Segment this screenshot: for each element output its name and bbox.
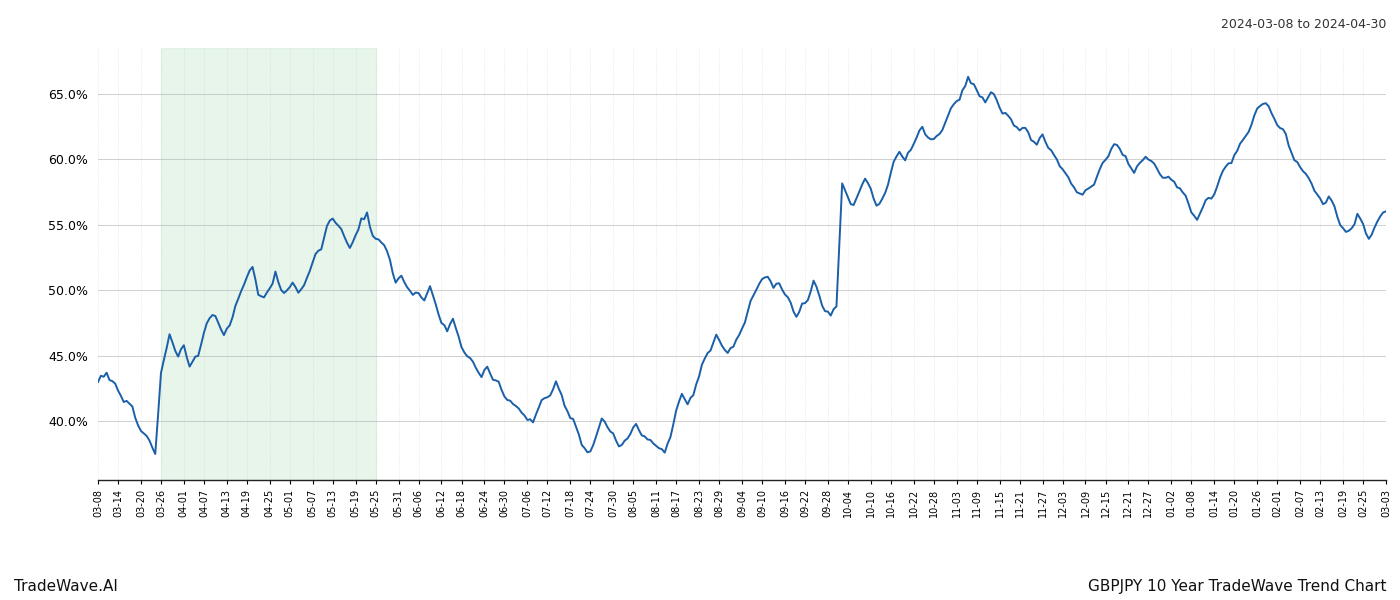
Text: 2024-03-08 to 2024-04-30: 2024-03-08 to 2024-04-30 (1221, 18, 1386, 31)
Text: TradeWave.AI: TradeWave.AI (14, 579, 118, 594)
Text: GBPJPY 10 Year TradeWave Trend Chart: GBPJPY 10 Year TradeWave Trend Chart (1088, 579, 1386, 594)
Bar (161, 48, 375, 480)
